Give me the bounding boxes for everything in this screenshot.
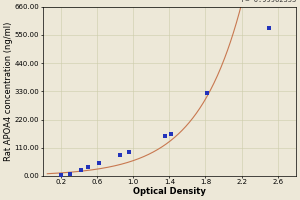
Point — [162, 135, 167, 138]
Point — [205, 91, 210, 94]
Point — [117, 153, 122, 157]
Point — [96, 161, 101, 164]
Point — [126, 150, 131, 153]
X-axis label: Optical Density: Optical Density — [133, 187, 206, 196]
Point — [266, 27, 271, 30]
Text: S = 2.46282468
r= 0.99962353: S = 2.46282468 r= 0.99962353 — [236, 0, 296, 3]
Point — [85, 165, 90, 169]
Point — [78, 168, 83, 171]
Y-axis label: Rat APOA4 concentration (ng/ml): Rat APOA4 concentration (ng/ml) — [4, 22, 13, 161]
Point — [68, 173, 72, 176]
Point — [58, 174, 63, 177]
Point — [169, 133, 173, 136]
